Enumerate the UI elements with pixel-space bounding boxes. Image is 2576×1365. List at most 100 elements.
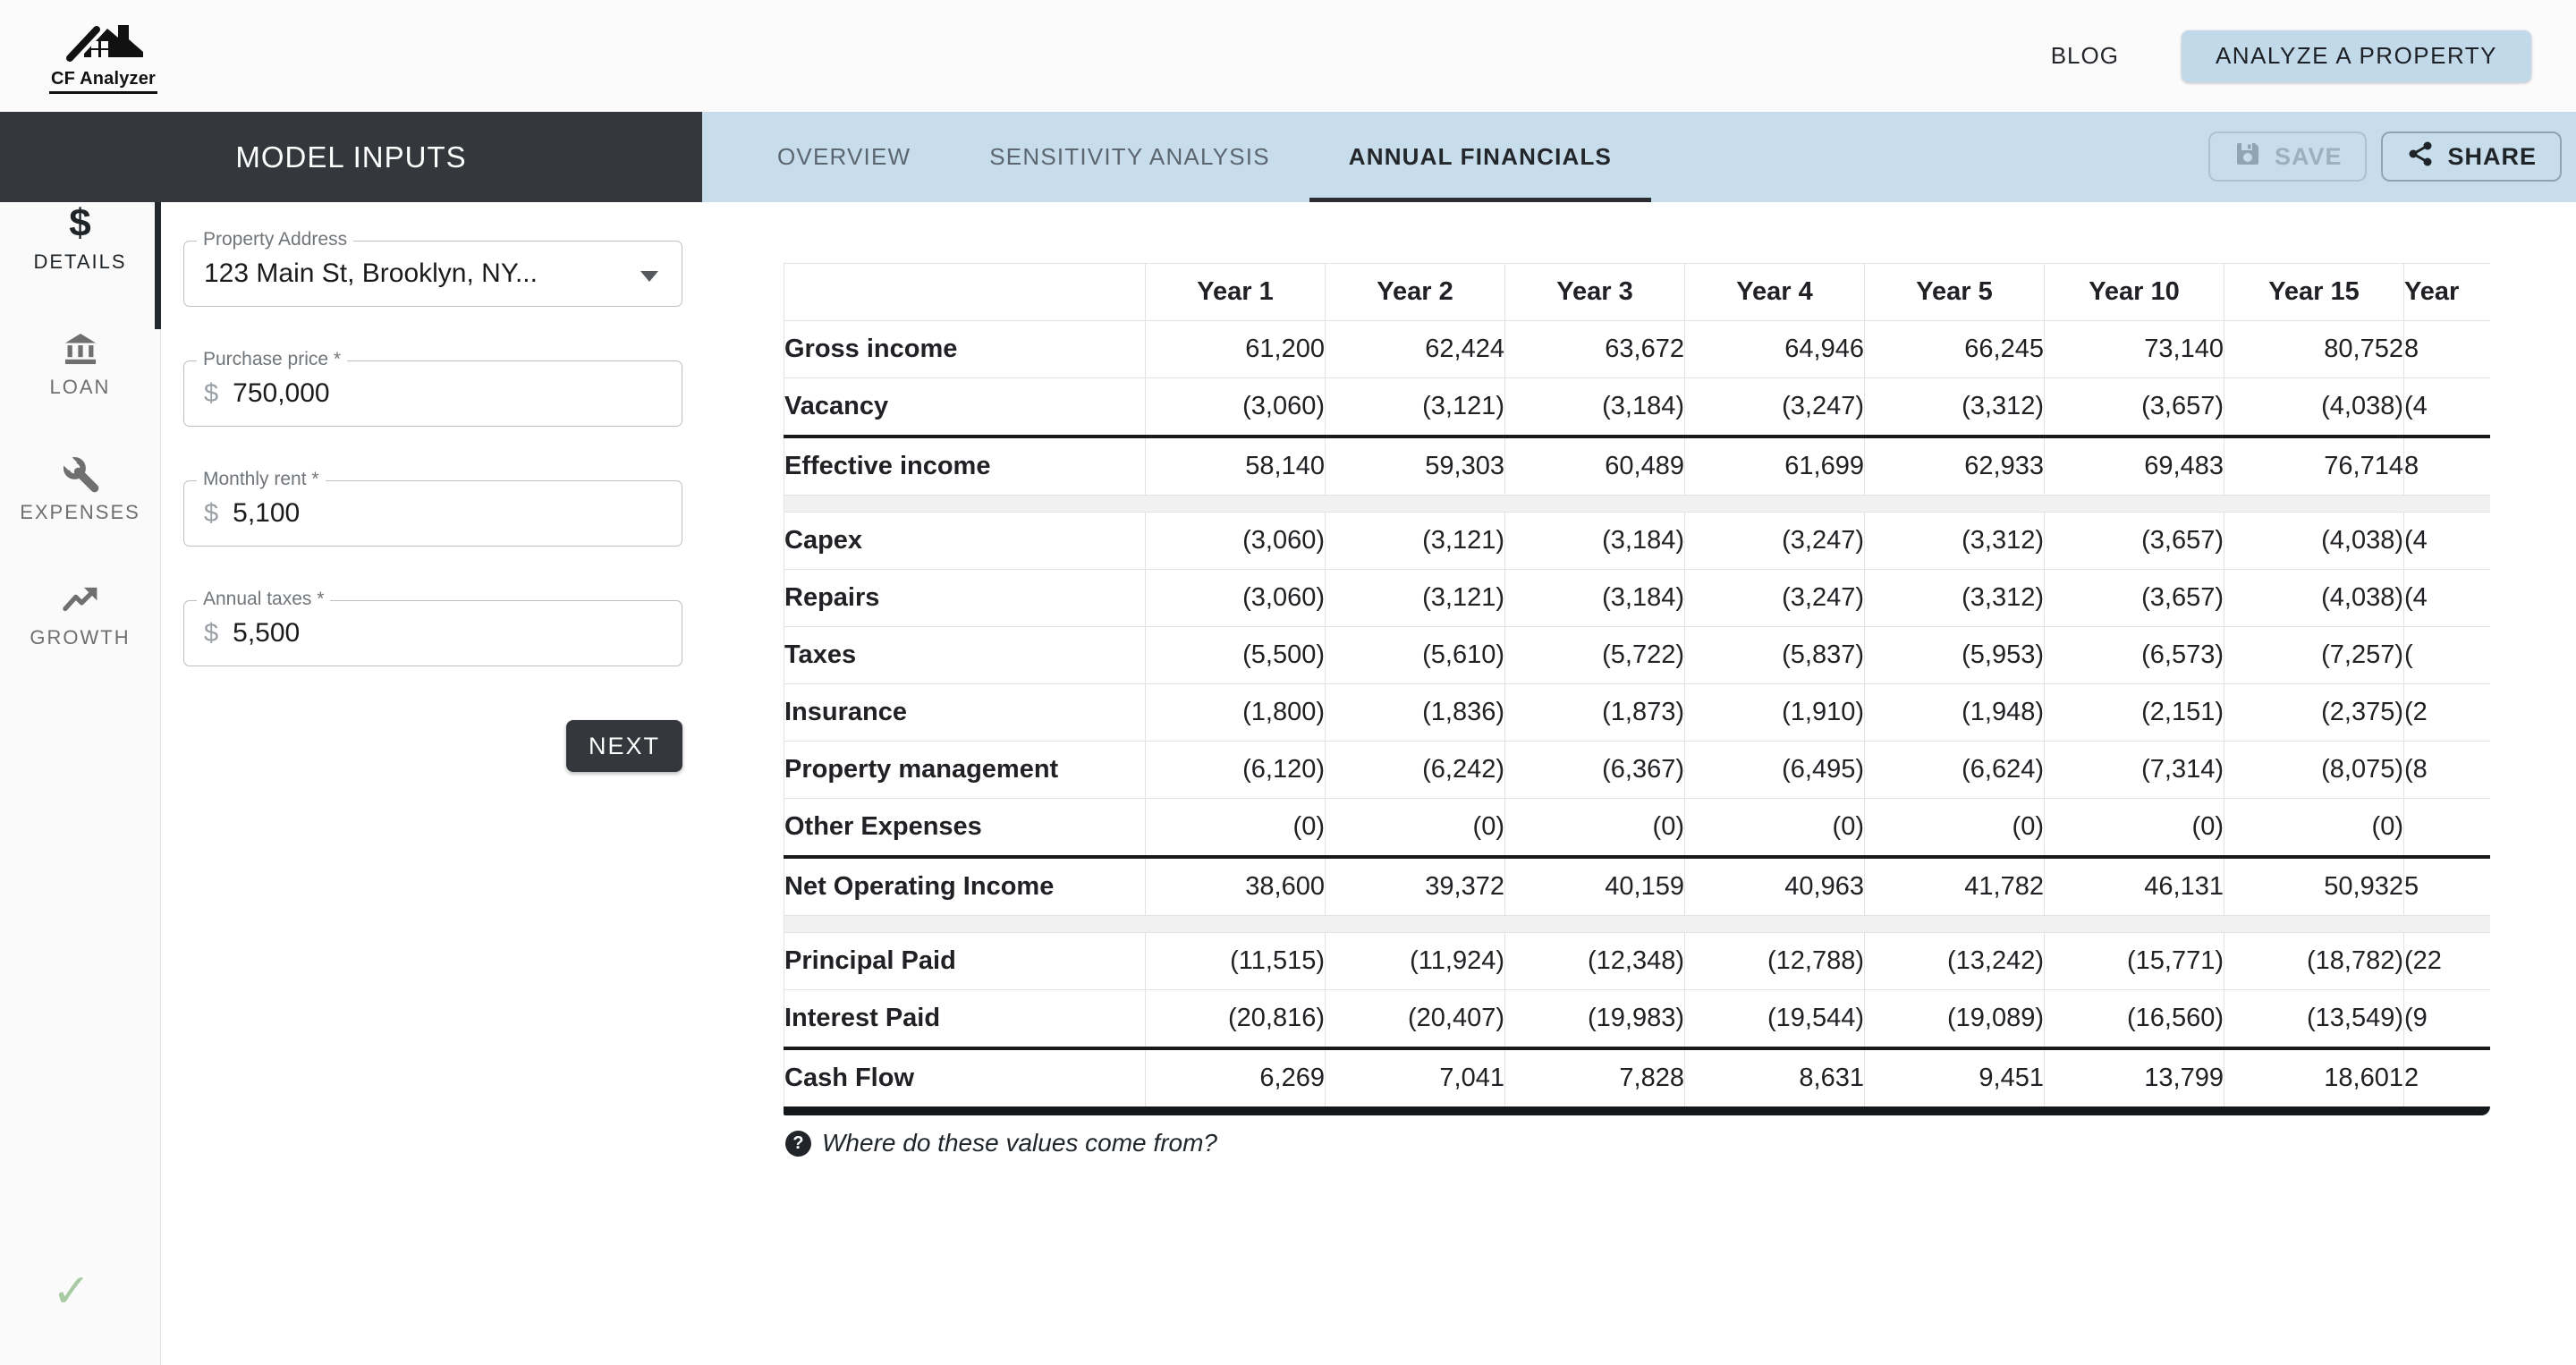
table-row: Vacancy (3,060) (3,121) (3,184) (3,247) (3,31… [784,377,2490,437]
table-cell: (3,312) [1864,512,2045,570]
table-row: Property management (6,120) (6,242) (6,367)… [784,741,2490,799]
column-header: Year 15 [2224,263,2404,321]
table-cell: 8,631 [1684,1048,1865,1106]
property-address-select[interactable]: Property Address 123 Main St, Brooklyn, … [183,229,682,307]
table-cell: (1,873) [1504,683,1685,742]
monthly-rent-field[interactable]: Monthly rent * $ 5,100 [183,469,682,547]
table-cell: (3,657) [2044,569,2224,627]
table-cell: 46,131 [2044,857,2224,916]
row-label: Net Operating Income [784,857,1146,916]
annual-table: Year 1 Year 2 Year 3 Year 4 Year 5 Year 10 Yea… [784,263,2490,1106]
purchase-price-field[interactable]: Purchase price * $ 750,000 [183,349,682,427]
table-cell: (11,515) [1145,932,1326,990]
table-row: Repairs (3,060) (3,121) (3,184) (3,247) (3,31… [784,569,2490,627]
table-cell: 2 [2403,1048,2490,1106]
table-cell: (13,549) [2224,989,2404,1048]
table-cell: 18,601 [2224,1048,2404,1106]
table-cell: 41,782 [1864,857,2045,916]
column-header: Year 10 [2044,263,2224,321]
column-header [784,263,1146,321]
annual-taxes-field[interactable]: Annual taxes * $ 5,500 [183,589,682,666]
table-cell: (22 [2403,932,2490,990]
table-cell: (0) [2044,798,2224,857]
house-logo-icon [57,18,150,69]
save-button[interactable]: SAVE [2207,131,2368,182]
model-inputs-form: Property Address 123 Main St, Brooklyn, … [183,229,682,772]
table-cell: (3,657) [2044,512,2224,570]
floppy-disk-icon [2233,140,2262,174]
table-cell: (3,121) [1325,377,1505,437]
field-label: Purchase price * [197,349,348,370]
table-footnote[interactable]: ? Where do these values come from? [785,1129,1217,1157]
tab-annual-financials[interactable]: ANNUAL FINANCIALS [1309,112,1652,202]
table-cell: (6,367) [1504,741,1685,799]
table-cell: (8 [2403,741,2490,799]
table-cell: (7,314) [2044,741,2224,799]
share-button[interactable]: SHARE [2381,131,2562,182]
table-cell: (0) [1864,798,2045,857]
sidebar-item-expenses[interactable]: EXPENSES [0,453,160,524]
bank-icon [62,327,99,370]
table-header-row: Year 1 Year 2 Year 3 Year 4 Year 5 Year 10 Yea… [784,263,2490,321]
table-cell: 63,672 [1504,320,1685,378]
table-cell: (3,247) [1684,377,1865,437]
table-cell: 7,828 [1504,1048,1685,1106]
logo[interactable]: CF Analyzer [49,18,158,94]
table-cell: 50,932 [2224,857,2404,916]
tab-sensitivity-analysis[interactable]: SENSITIVITY ANALYSIS [989,143,1270,170]
table-cell: (1,948) [1864,683,2045,742]
table-cell: 39,372 [1325,857,1505,916]
table-cell: (13,242) [1864,932,2045,990]
table-cell: (4 [2403,512,2490,570]
table-cell: 5 [2403,857,2490,916]
sidebar-item-label: GROWTH [30,626,131,649]
table-cell: (3,247) [1684,569,1865,627]
table-cell: (3,184) [1504,569,1685,627]
row-label: Repairs [784,569,1146,627]
table-cell: 61,699 [1684,437,1865,496]
sidebar-item-label: LOAN [49,376,111,398]
field-value: 750,000 [233,378,330,408]
sidebar: $ DETAILS LOAN [0,202,161,1365]
share-label: SHARE [2447,142,2537,170]
table-cell: 58,140 [1145,437,1326,496]
sidebar-item-label: DETAILS [33,250,127,273]
table-cell: 80,752 [2224,320,2404,378]
table-cell: (1,800) [1145,683,1326,742]
success-check-icon: ✓ [52,1266,91,1318]
sidebar-item-details[interactable]: $ DETAILS [0,202,160,274]
blog-link[interactable]: BLOG [2050,42,2119,69]
sidebar-item-growth[interactable]: GROWTH [0,578,160,649]
annual-financials-table-container: Year 1 Year 2 Year 3 Year 4 Year 5 Year 10 Yea… [784,263,2490,1115]
trending-up-icon [62,578,99,621]
spacer-row [784,915,2490,933]
table-cell: (1,910) [1684,683,1865,742]
table-cell: (5,722) [1504,626,1685,684]
table-cell: (12,348) [1504,932,1685,990]
field-label: Property Address [197,229,354,250]
table-cell: (15,771) [2044,932,2224,990]
table-cell: (5,953) [1864,626,2045,684]
column-header: Year 4 [1684,263,1865,321]
row-label: Property management [784,741,1146,799]
table-cell: (6,573) [2044,626,2224,684]
row-label: Effective income [784,437,1146,496]
table-cell: (6,624) [1864,741,2045,799]
table-cell: 76,714 [2224,437,2404,496]
analyze-a-property-button[interactable]: ANALYZE A PROPERTY [2181,30,2531,82]
sidebar-item-loan[interactable]: LOAN [0,327,160,399]
table-body: Gross income 61,200 62,424 63,672 64,946 66,2… [784,320,2490,1106]
field-value: 5,100 [233,498,301,528]
next-button[interactable]: NEXT [566,720,682,772]
table-cell: (20,816) [1145,989,1326,1048]
currency-prefix: $ [204,498,219,528]
tab-overview[interactable]: OVERVIEW [777,143,911,170]
table-row: Capex (3,060) (3,121) (3,184) (3,247) (3,312)… [784,512,2490,570]
table-cell: (3,247) [1684,512,1865,570]
chevron-down-icon [640,271,658,282]
table-row: Other Expenses (0) (0) (0) (0) (0) (0) (0) [784,798,2490,857]
table-cell: (3,312) [1864,377,2045,437]
table-cell: (11,924) [1325,932,1505,990]
table-cell: (3,060) [1145,512,1326,570]
table-cell: (5,500) [1145,626,1326,684]
